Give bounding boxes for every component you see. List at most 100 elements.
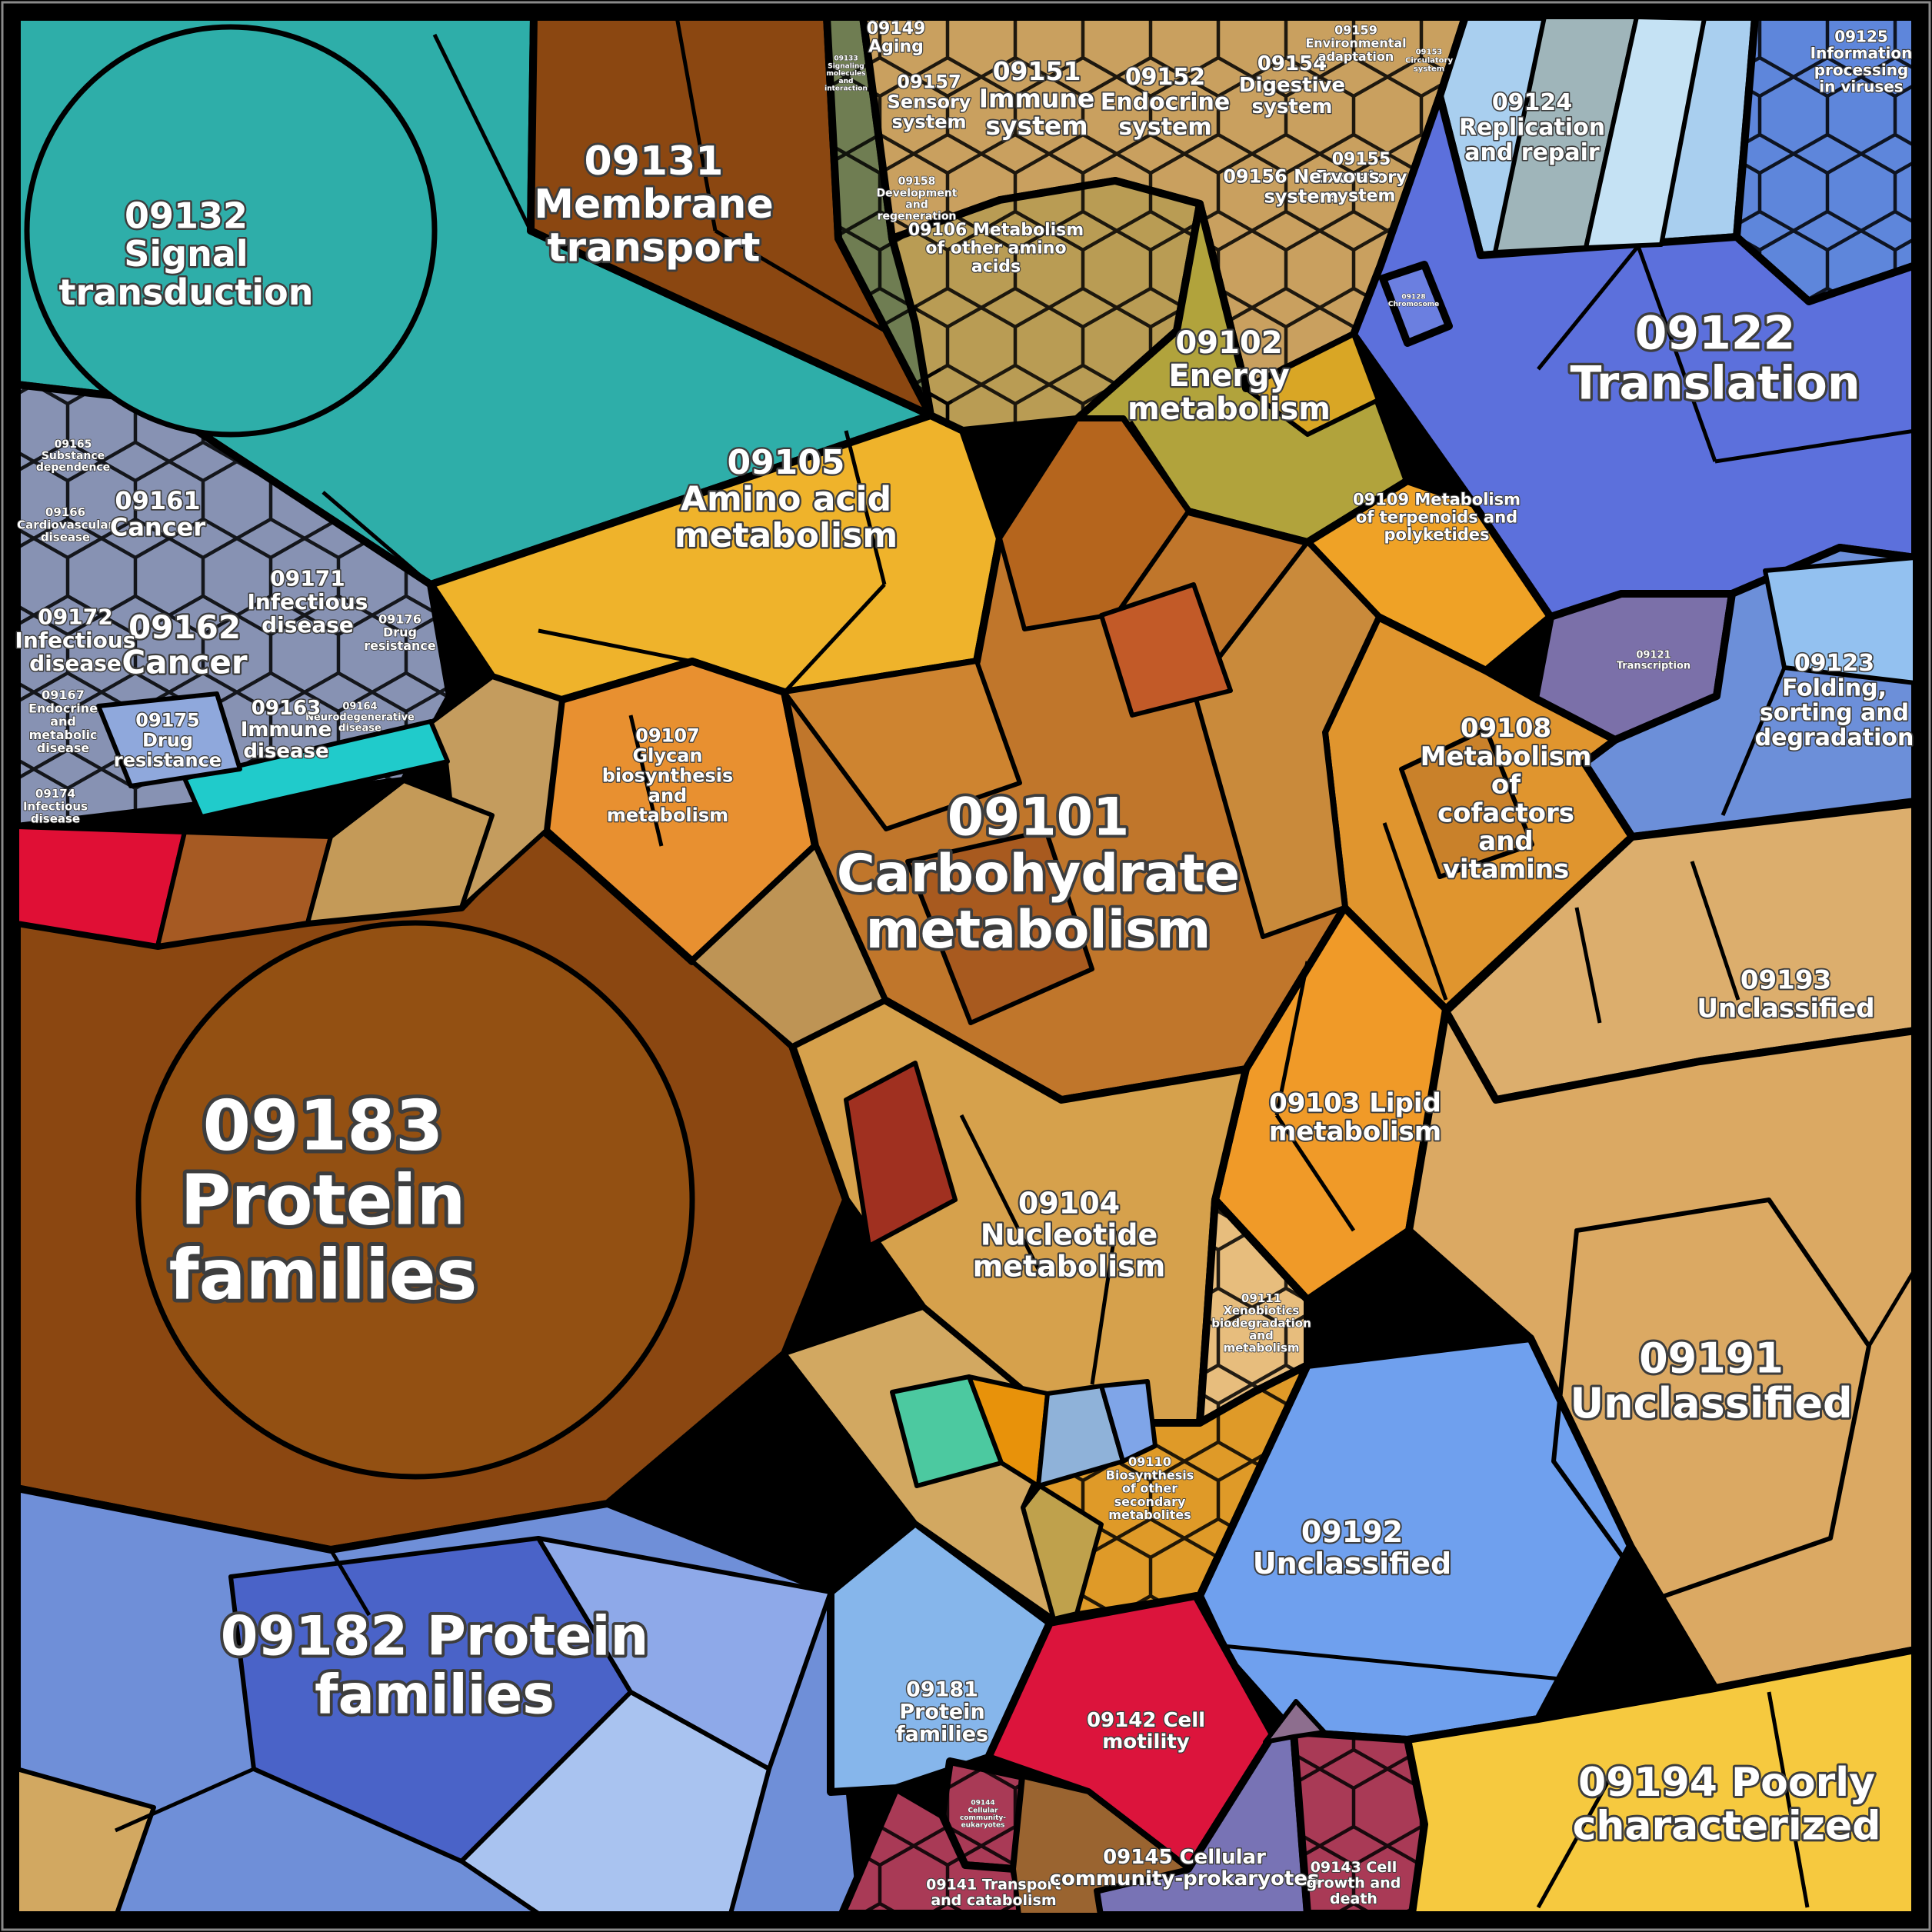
label-line-09122-1: Translation	[1570, 356, 1860, 410]
subcell-line-9	[1537, 245, 1640, 371]
label-09132: 09132 Signal transduction	[59, 195, 314, 312]
label-line-09157-2: system	[892, 111, 967, 132]
label-line-09182-0: 09182 Protein	[221, 1605, 649, 1668]
label-line-09154-1: Digestive	[1239, 74, 1345, 97]
subcell-red-left-cell	[15, 824, 187, 948]
label-line-09110-4: metabolites	[1108, 1507, 1191, 1522]
label-line-09192-1: Unclassified	[1253, 1547, 1452, 1581]
label-line-09176-1: Drug	[383, 625, 417, 640]
label-09121: 09121 Transcription	[1617, 650, 1690, 672]
label-09128: 09128 Chromosome	[1388, 293, 1439, 308]
label-line-09167-1: Endocrine	[28, 701, 98, 715]
label-line-09181-1: Protein	[899, 1700, 984, 1724]
label-line-09161-1: Cancer	[110, 512, 206, 541]
label-line-09149-1: Aging	[868, 38, 924, 57]
label-line-09108-3: cofactors	[1437, 798, 1574, 828]
label-line-09125-1: Information	[1810, 44, 1913, 62]
label-line-09105-1: Amino acid	[681, 479, 891, 518]
label-line-09174-1: Infectious	[23, 799, 88, 813]
label-line-09101-1: Carbohydrate	[837, 844, 1240, 904]
label-line-09165-0: 09165	[55, 438, 92, 451]
label-line-09133-2: molecules	[826, 70, 865, 78]
label-line-09181-0: 09181	[906, 1677, 978, 1701]
subcell-line-17	[1574, 907, 1602, 1024]
label-09111: 09111 Xenobiotics biodegradation and metabol…	[1211, 1291, 1311, 1355]
subcell-pf-light-cell	[459, 1690, 771, 1916]
label-line-09145-0: 09145 Cellular	[1103, 1846, 1266, 1869]
label-line-09144-1: Cellular	[968, 1807, 998, 1814]
label-line-09183-1: Protein	[180, 1161, 465, 1241]
label-09103: 09103 Lipid metabolism	[1269, 1088, 1441, 1148]
label-line-09154-0: 09154	[1257, 52, 1327, 75]
label-09174: 09174 Infectious disease	[23, 787, 88, 825]
label-line-09133-1: Signaling	[828, 62, 864, 70]
label-line-09155-2: system	[1327, 186, 1396, 205]
label-line-09132-0: 09132	[125, 195, 248, 236]
label-line-09158-1: Development	[877, 187, 958, 199]
label-line-09144-0: 09144	[971, 1800, 994, 1807]
label-line-09125-3: in viruses	[1819, 77, 1903, 95]
label-line-09110-3: secondary	[1114, 1494, 1186, 1509]
label-line-09154-2: system	[1251, 95, 1332, 118]
label-line-09165-1: Substance	[42, 450, 105, 462]
label-line-09172-0: 09172	[38, 605, 112, 630]
label-line-09175-1: Drug	[142, 729, 193, 751]
label-line-09123-0: 09123	[1794, 650, 1874, 677]
subcell-line-2	[675, 16, 718, 232]
subcell-line-4	[538, 628, 693, 664]
label-line-09174-2: disease	[31, 811, 80, 825]
subcell-carb-cell-dark	[998, 417, 1191, 631]
label-line-09103-0: 09103 Lipid	[1269, 1088, 1441, 1119]
subcell-line-1	[321, 491, 432, 586]
subcell-carb-cell-red	[1099, 582, 1233, 718]
label-line-09162-0: 09162	[128, 608, 241, 646]
label-line-09156-0: 09156 Nervous	[1223, 165, 1380, 187]
label-line-09181-2: families	[896, 1723, 988, 1747]
label-09104: 09104 Nucleotide metabolism	[973, 1186, 1166, 1283]
label-line-09124-1: Replication	[1459, 115, 1605, 142]
label-line-09131-2: transport	[547, 225, 760, 271]
subcell-line-15	[628, 715, 664, 847]
label-line-09145-1: community-prokaryotes	[1050, 1867, 1320, 1890]
subcell-tan-under-diseases	[305, 778, 495, 925]
label-line-09192-0: 09192	[1301, 1515, 1403, 1549]
label-line-09167-4: disease	[37, 741, 90, 755]
subcell-line-13	[959, 1114, 1041, 1271]
label-line-09111-2: biodegradation	[1211, 1316, 1311, 1330]
label-09194: 09194 Poorly characterized	[1573, 1760, 1881, 1849]
label-09162: 09162 Cancer	[122, 608, 247, 681]
label-09157: 09157 Sensory system	[888, 71, 971, 132]
subcell-line-25	[1128, 420, 1191, 511]
label-line-09102-1: Energy	[1168, 358, 1289, 394]
label-line-09161-0: 09161	[115, 486, 200, 515]
label-09171: 09171 Infectious disease	[248, 566, 368, 638]
label-line-09128-0: 09128	[1401, 293, 1425, 301]
label-09175: 09175 Drug resistance	[114, 709, 222, 771]
label-line-09191-0: 09191	[1639, 1334, 1784, 1383]
label-line-09104-0: 09104	[1018, 1186, 1120, 1220]
subcell-unclassified-inner-cell	[1551, 1198, 1871, 1602]
label-line-09102-0: 09102	[1175, 325, 1282, 361]
label-09192: 09192 Unclassified	[1253, 1515, 1452, 1581]
label-line-09176-2: resistance	[364, 638, 436, 653]
label-line-09158-3: regeneration	[878, 211, 957, 223]
label-line-09151-0: 09151	[993, 56, 1081, 86]
subcell-carb-cell-deep	[905, 828, 1094, 1025]
label-09149: 09149 Aging	[867, 19, 926, 57]
subcell-line-5	[844, 430, 887, 585]
label-line-09153-2: system	[1414, 65, 1444, 73]
subcell-carb-cell-tan	[1191, 540, 1381, 939]
label-09122: 09122 Translation	[1570, 307, 1860, 411]
label-line-09159-2: adaptation	[1318, 49, 1394, 64]
subcell-line-11	[1274, 961, 1310, 1116]
label-line-09102-2: metabolism	[1128, 391, 1331, 427]
label-line-09156-1: system	[1264, 185, 1339, 207]
label-line-09164-2: disease	[338, 723, 381, 734]
subcell-mauve-slice	[1263, 1699, 1327, 1744]
label-line-09182-1: families	[315, 1663, 555, 1726]
subcell-line-12	[1274, 1114, 1356, 1232]
label-line-09143-0: 09143 Cell	[1311, 1859, 1397, 1876]
label-line-09107-0: 09107	[635, 725, 700, 747]
label-line-09104-1: Nucleotide	[981, 1217, 1158, 1251]
